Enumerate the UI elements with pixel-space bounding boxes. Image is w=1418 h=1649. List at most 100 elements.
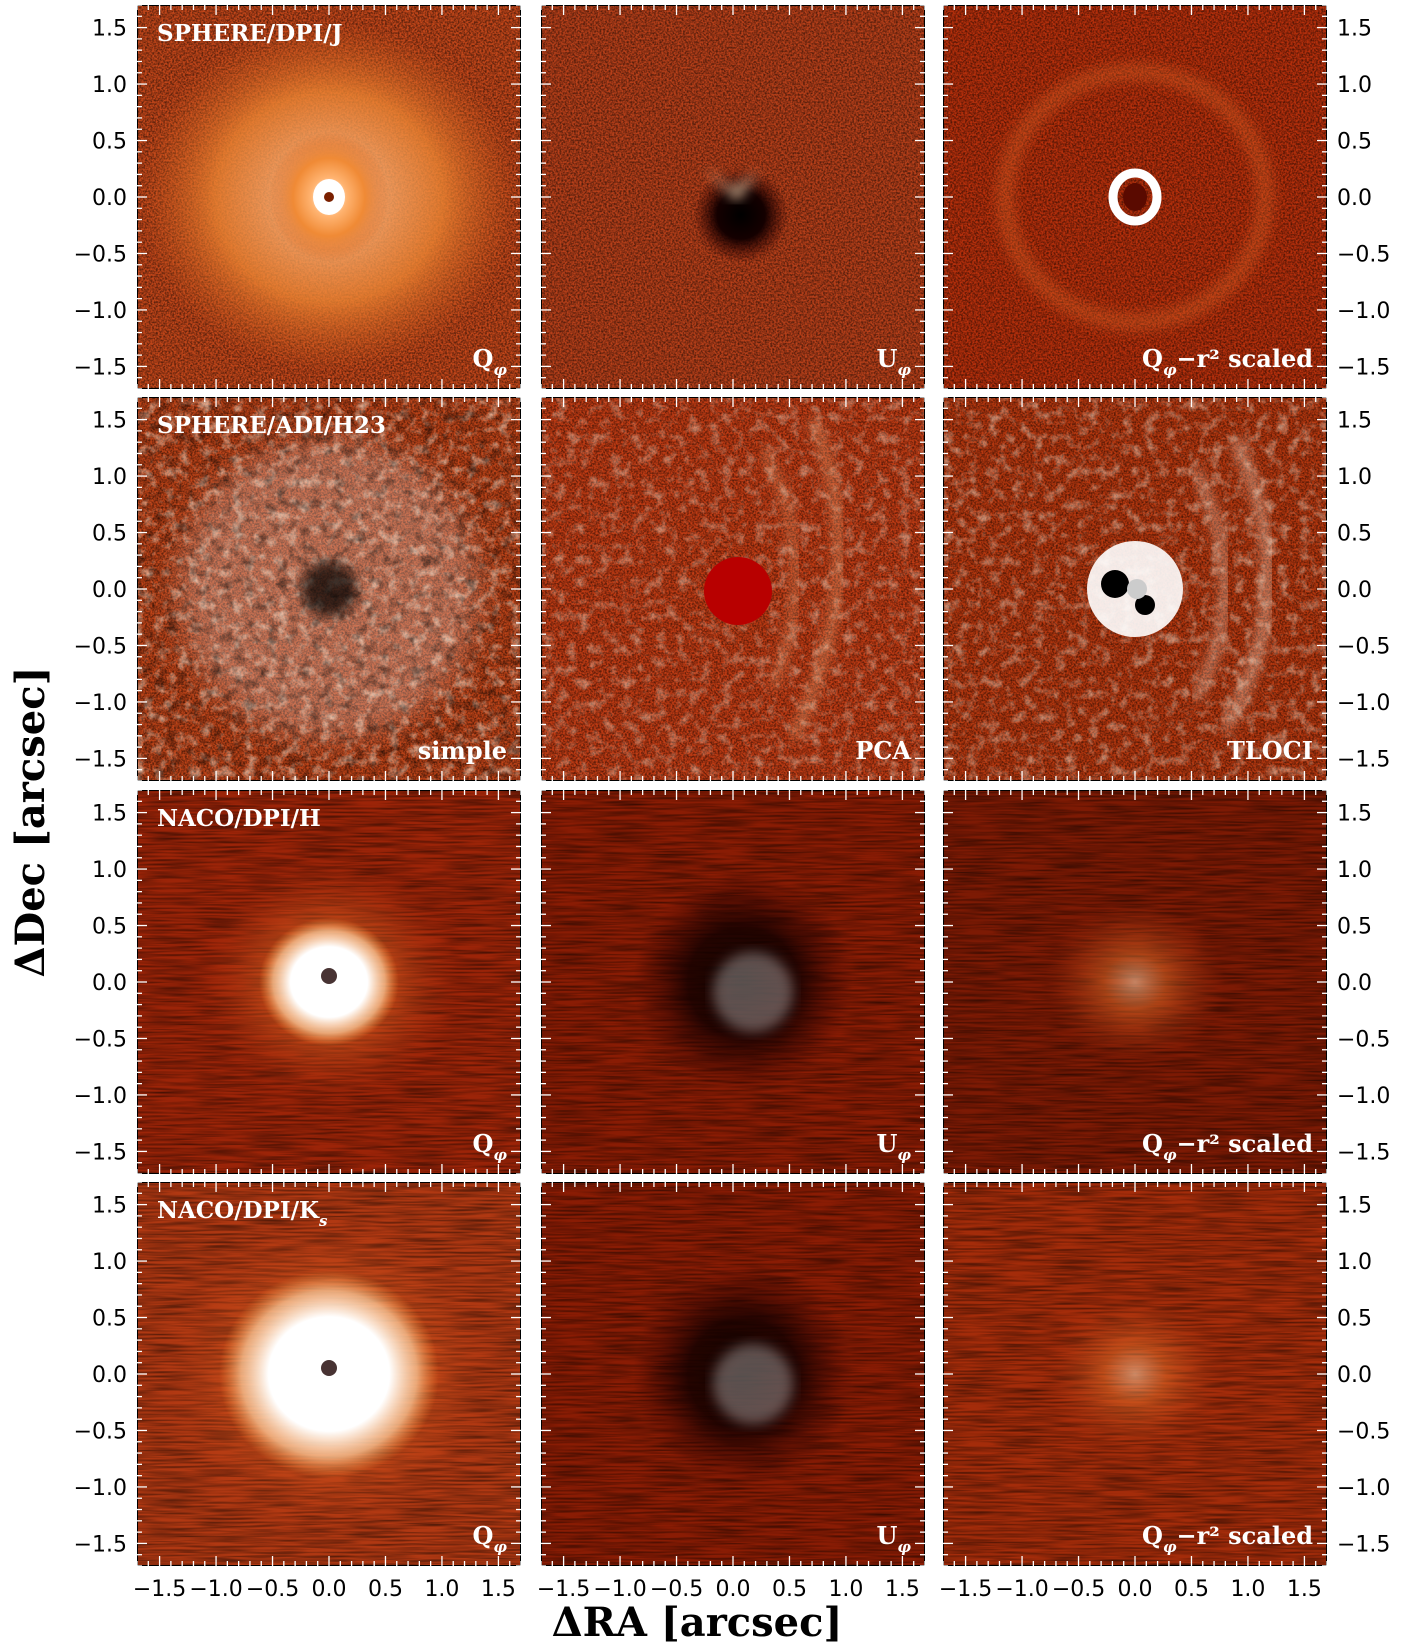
panel-tag-sub: φ xyxy=(493,1146,507,1164)
x-tick-label: 1.0 xyxy=(1230,1577,1265,1602)
y-tick-label: 0.0 xyxy=(1337,971,1372,996)
row-title-main: NACO/DPI/K xyxy=(157,1197,320,1224)
x-tick-label: 1.0 xyxy=(424,1577,459,1602)
y-tick-label: 0.0 xyxy=(92,186,127,211)
y-tick-label: −0.5 xyxy=(1337,242,1390,267)
y-tick-label: 1.5 xyxy=(92,409,127,434)
y-tick-label: −1.0 xyxy=(1337,1476,1390,1501)
y-tick-label: −1.0 xyxy=(74,299,127,324)
y-tick-label: 1.0 xyxy=(92,1250,127,1275)
y-tick-label: 1.5 xyxy=(1337,409,1372,434)
y-tick-label: 0.5 xyxy=(1337,522,1372,547)
image-panel: simple SPHERE/ADI/H23 xyxy=(137,397,521,781)
row-title-main: NACO/DPI/H xyxy=(157,805,321,832)
y-tick-label: 1.0 xyxy=(92,858,127,883)
panel-tag-sub: φ xyxy=(1163,361,1177,379)
y-tick-label: −0.5 xyxy=(1337,634,1390,659)
panel-tag-main: Q xyxy=(1142,1129,1163,1158)
panel-tag: TLOCI xyxy=(1227,736,1313,765)
y-tick-label: 1.5 xyxy=(92,17,127,42)
image-panel: Qφ SPHERE/DPI/J xyxy=(137,5,521,389)
y-tick-label: 0.5 xyxy=(92,915,127,940)
image-panel: Uφ xyxy=(541,5,925,389)
panel-tag-main: PCA xyxy=(855,736,911,765)
panel-tag-main: Q xyxy=(1142,1521,1163,1550)
panel-tag-main: TLOCI xyxy=(1227,736,1313,765)
image-panel: Qφ−r² scaled xyxy=(943,5,1327,389)
row-title-main: SPHERE/ADI/H23 xyxy=(157,412,386,439)
panel-tag-main: U xyxy=(876,344,897,373)
y-tick-label: 1.5 xyxy=(92,802,127,827)
row-title: SPHERE/ADI/H23 xyxy=(157,412,386,439)
y-tick-label: −0.5 xyxy=(74,1027,127,1052)
panel-tag-main: U xyxy=(876,1521,897,1550)
y-tick-label: 1.5 xyxy=(1337,17,1372,42)
y-tick-label: −1.5 xyxy=(1337,1532,1390,1557)
image-panel: Qφ NACO/DPI/H xyxy=(137,790,521,1174)
y-tick-label: 1.0 xyxy=(1337,858,1372,883)
x-tick-label: 0.0 xyxy=(312,1577,347,1602)
y-tick-label: 0.0 xyxy=(92,578,127,603)
x-tick-label: 1.5 xyxy=(1287,1577,1322,1602)
y-tick-label: 1.0 xyxy=(1337,465,1372,490)
y-axis-title: ΔDec [arcsec] xyxy=(7,667,54,978)
panel-tag-suffix: −r² scaled xyxy=(1177,1521,1314,1550)
panel-tag-main: U xyxy=(876,1129,897,1158)
y-tick-label: −1.5 xyxy=(74,355,127,380)
y-tick-label: −0.5 xyxy=(74,1419,127,1444)
y-tick-label: −1.0 xyxy=(74,1476,127,1501)
y-tick-label: 1.0 xyxy=(92,73,127,98)
x-axis-title: ΔRA [arcsec] xyxy=(552,1599,843,1646)
x-tick-label: 0.5 xyxy=(368,1577,403,1602)
panel-tag: simple xyxy=(418,736,507,765)
x-tick-label: −1.5 xyxy=(939,1577,992,1602)
y-tick-label: −0.5 xyxy=(1337,1419,1390,1444)
y-tick-label: 1.5 xyxy=(92,1194,127,1219)
x-tick-label: −0.5 xyxy=(246,1577,299,1602)
panel-tag-sub: φ xyxy=(1163,1538,1177,1556)
row-title-main: SPHERE/DPI/J xyxy=(157,20,343,47)
y-tick-label: −1.5 xyxy=(74,1140,127,1165)
image-panel: Qφ−r² scaled xyxy=(943,790,1327,1174)
y-tick-label: −1.0 xyxy=(74,1084,127,1109)
x-tick-label: −1.0 xyxy=(995,1577,1048,1602)
panel-tag: PCA xyxy=(855,736,911,765)
panel-tag-suffix: −r² scaled xyxy=(1177,344,1314,373)
y-tick-label: 1.0 xyxy=(92,465,127,490)
y-tick-label: 0.5 xyxy=(1337,1307,1372,1332)
x-tick-label: 1.5 xyxy=(885,1577,920,1602)
x-tick-label: −0.5 xyxy=(1052,1577,1105,1602)
panel-tag-sub: φ xyxy=(1163,1146,1177,1164)
y-tick-label: 0.0 xyxy=(92,971,127,996)
row-title-sub: s xyxy=(319,1212,328,1230)
y-tick-label: 0.0 xyxy=(1337,1363,1372,1388)
y-tick-label: 1.5 xyxy=(1337,1194,1372,1219)
y-tick-label: −1.0 xyxy=(1337,299,1390,324)
y-tick-label: 1.5 xyxy=(1337,802,1372,827)
panel-tag-main: Q xyxy=(473,1129,494,1158)
x-tick-label: −1.0 xyxy=(189,1577,242,1602)
y-tick-label: 0.0 xyxy=(92,1363,127,1388)
image-panel: Qφ−r² scaled xyxy=(943,1182,1327,1566)
x-tick-label: 0.5 xyxy=(1174,1577,1209,1602)
y-tick-label: −1.5 xyxy=(74,1532,127,1557)
panel-tag-sub: φ xyxy=(897,1146,911,1164)
y-tick-label: −1.0 xyxy=(1337,1084,1390,1109)
panel-tag-sub: φ xyxy=(493,1538,507,1556)
y-tick-label: 0.0 xyxy=(1337,578,1372,603)
y-tick-label: −1.5 xyxy=(1337,1140,1390,1165)
row-title: NACO/DPI/H xyxy=(157,805,321,832)
panel-tag-main: Q xyxy=(473,1521,494,1550)
panel-tag-main: Q xyxy=(1142,344,1163,373)
y-tick-label: −1.5 xyxy=(1337,747,1390,772)
row-title: SPHERE/DPI/J xyxy=(157,20,343,47)
panel-tag-main: Q xyxy=(473,344,494,373)
image-panel: PCA xyxy=(541,397,925,781)
panel-tag-sub: φ xyxy=(493,361,507,379)
y-tick-label: 0.5 xyxy=(92,522,127,547)
y-tick-label: −1.5 xyxy=(74,747,127,772)
panel-tag-suffix: −r² scaled xyxy=(1177,1129,1314,1158)
y-tick-label: 1.0 xyxy=(1337,73,1372,98)
y-tick-label: 0.5 xyxy=(92,130,127,155)
